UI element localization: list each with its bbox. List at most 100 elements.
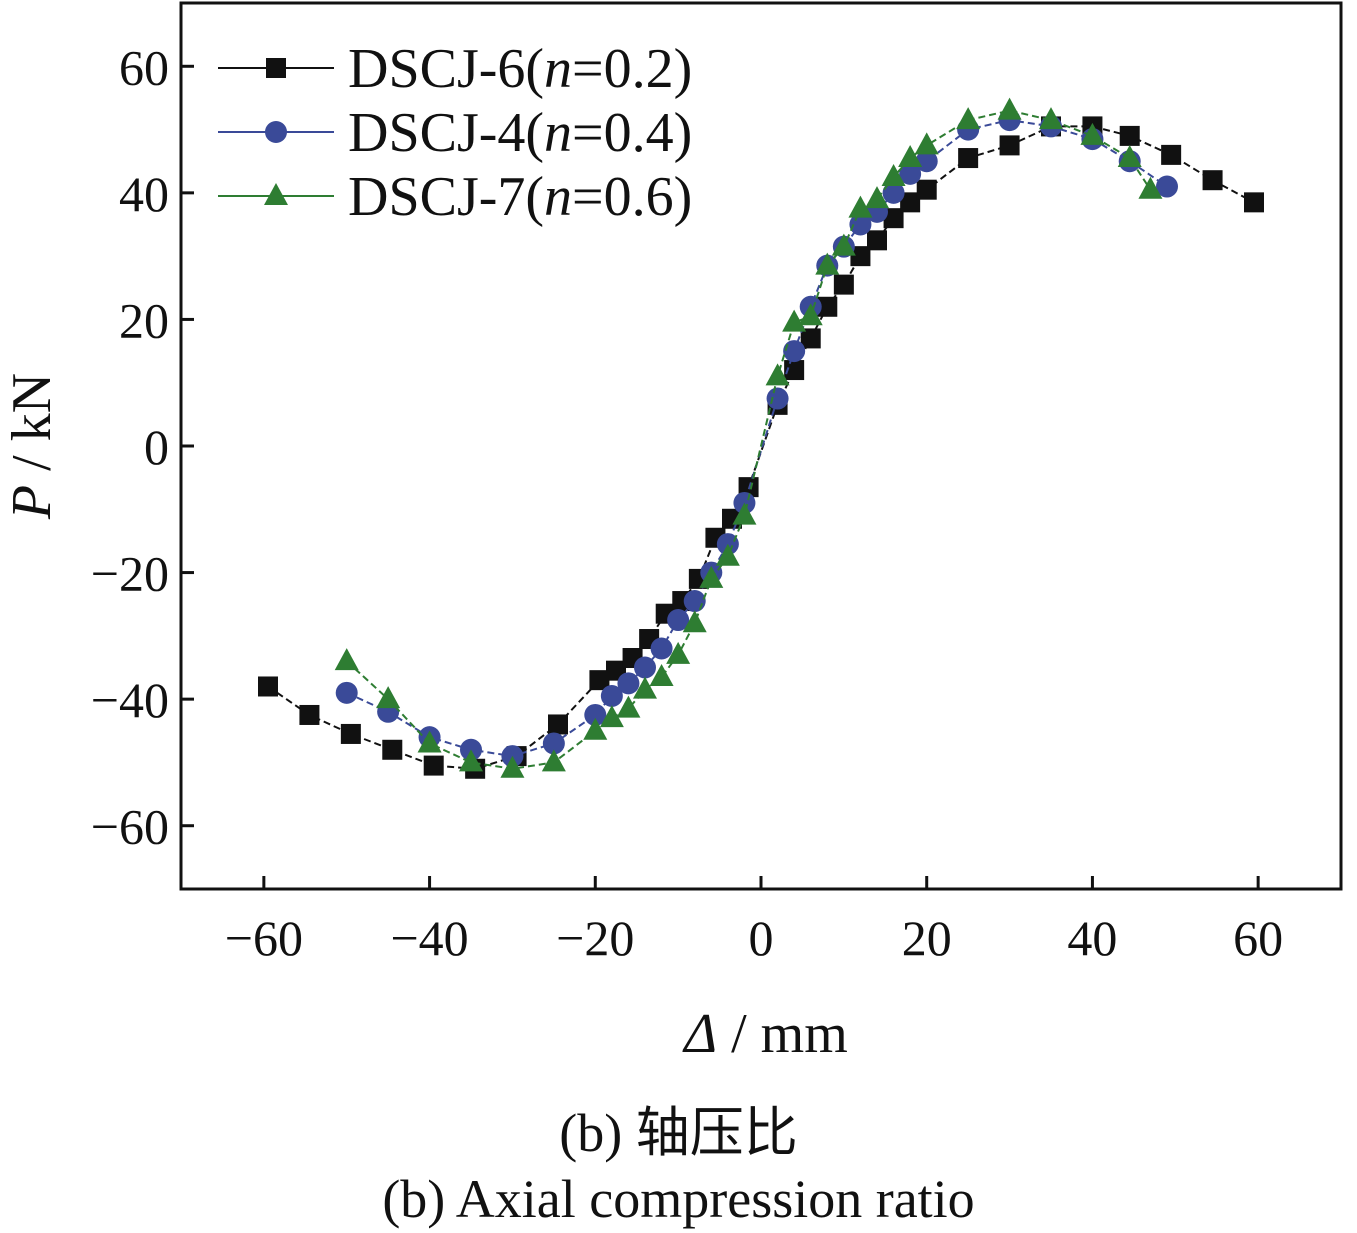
legend-label-variable: n bbox=[544, 102, 572, 164]
legend-label-suffix: =0.2) bbox=[572, 38, 692, 100]
data-point bbox=[599, 705, 624, 728]
data-point bbox=[881, 164, 906, 187]
legend-label-suffix: =0.4) bbox=[572, 102, 692, 164]
data-point bbox=[376, 686, 401, 709]
y-axis-separator: / bbox=[1, 441, 63, 485]
plot-frame bbox=[179, 1, 1343, 891]
data-point bbox=[999, 135, 1020, 156]
data-point bbox=[997, 97, 1022, 120]
data-point bbox=[699, 565, 724, 588]
data-point bbox=[683, 590, 706, 613]
y-axis-unit: kN bbox=[1, 373, 63, 441]
data-point bbox=[1080, 122, 1105, 145]
legend-marker bbox=[266, 58, 286, 78]
legend-label-prefix: DSCJ-4( bbox=[348, 102, 544, 164]
legend-label: DSCJ-7(n=0.6) bbox=[348, 166, 692, 228]
data-point bbox=[334, 648, 359, 671]
data-point bbox=[634, 656, 656, 679]
data-point bbox=[958, 148, 979, 169]
data-point bbox=[666, 641, 691, 664]
ticks-layer: −60 −40 −20 0 20 40 60 −60 −40 −20 0 20 40 60 bbox=[91, 39, 1283, 966]
legend-label-variable: n bbox=[544, 38, 572, 100]
data-point bbox=[784, 360, 805, 381]
data-point bbox=[682, 610, 707, 633]
data-point bbox=[782, 309, 807, 332]
data-point bbox=[898, 145, 923, 168]
data-point bbox=[617, 672, 640, 695]
data-point bbox=[1244, 192, 1264, 213]
x-tick-label: −60 bbox=[225, 910, 303, 966]
data-point bbox=[765, 363, 790, 386]
x-axis-title: Δ / mm bbox=[682, 1003, 848, 1065]
data-point bbox=[900, 192, 921, 213]
data-point bbox=[850, 246, 871, 267]
legend-label-prefix: DSCJ-6( bbox=[348, 38, 544, 100]
data-point bbox=[616, 695, 641, 718]
x-tick-label: 60 bbox=[1233, 910, 1283, 966]
y-axis-symbol: P bbox=[1, 485, 63, 520]
x-tick-label: 40 bbox=[1067, 910, 1117, 966]
data-point bbox=[335, 681, 358, 704]
x-tick-label: 0 bbox=[749, 910, 774, 966]
data-point bbox=[916, 179, 937, 200]
data-point bbox=[1202, 170, 1223, 191]
data-point bbox=[258, 676, 278, 697]
data-point bbox=[541, 749, 566, 772]
legend-label-variable: n bbox=[544, 166, 572, 228]
data-point bbox=[583, 717, 608, 740]
data-point bbox=[1117, 145, 1142, 168]
data-point bbox=[815, 252, 840, 275]
y-tick-label: 60 bbox=[119, 39, 169, 95]
data-point bbox=[589, 670, 610, 691]
data-point bbox=[715, 543, 740, 566]
data-point bbox=[833, 274, 854, 295]
legend-item: DSCJ-6(n=0.2) bbox=[218, 38, 692, 100]
legend-label-suffix: =0.6) bbox=[572, 166, 692, 228]
data-point bbox=[542, 732, 565, 755]
y-tick-label: −20 bbox=[91, 546, 169, 602]
data-point bbox=[867, 230, 887, 251]
data-point bbox=[600, 684, 623, 707]
legend-marker bbox=[265, 121, 287, 143]
caption-chinese: (b) 轴压比 bbox=[559, 1103, 798, 1163]
data-point bbox=[340, 723, 361, 744]
legend: DSCJ-6(n=0.2)DSCJ-4(n=0.4)DSCJ-7(n=0.6) bbox=[218, 38, 692, 228]
y-tick-label: 0 bbox=[144, 419, 169, 475]
data-point bbox=[831, 233, 856, 256]
y-tick-label: 40 bbox=[119, 166, 169, 222]
y-tick-label: −60 bbox=[91, 799, 169, 855]
y-axis-title: P / kN bbox=[1, 373, 63, 520]
data-point bbox=[423, 755, 444, 776]
legend-marker bbox=[264, 183, 288, 205]
series-3 bbox=[334, 97, 1163, 778]
data-point bbox=[500, 755, 525, 778]
legend-item: DSCJ-7(n=0.6) bbox=[218, 166, 692, 228]
data-point bbox=[548, 714, 568, 735]
y-tick-label: −40 bbox=[91, 672, 169, 728]
data-point bbox=[865, 186, 889, 209]
x-axis-symbol: Δ bbox=[682, 1003, 717, 1065]
data-point bbox=[882, 181, 905, 204]
data-point bbox=[800, 328, 821, 349]
data-point bbox=[732, 502, 757, 525]
data-point bbox=[1161, 144, 1182, 165]
data-point bbox=[1138, 176, 1163, 199]
data-point bbox=[633, 676, 657, 699]
legend-label: DSCJ-4(n=0.4) bbox=[348, 102, 692, 164]
data-point bbox=[1156, 175, 1178, 198]
x-tick-label: 20 bbox=[902, 910, 952, 966]
legend-item: DSCJ-4(n=0.4) bbox=[218, 102, 692, 164]
data-point bbox=[817, 296, 838, 317]
data-point bbox=[783, 340, 806, 363]
data-point bbox=[956, 107, 981, 130]
series-layer bbox=[258, 97, 1264, 779]
data-point bbox=[798, 303, 823, 326]
data-point bbox=[848, 195, 873, 218]
caption-english: (b) Axial compression ratio bbox=[382, 1169, 975, 1229]
data-point bbox=[766, 387, 789, 410]
x-axis-unit: mm bbox=[761, 1003, 848, 1065]
data-point bbox=[1119, 125, 1140, 146]
data-point bbox=[914, 132, 939, 155]
x-axis-separator: / bbox=[717, 1003, 761, 1065]
